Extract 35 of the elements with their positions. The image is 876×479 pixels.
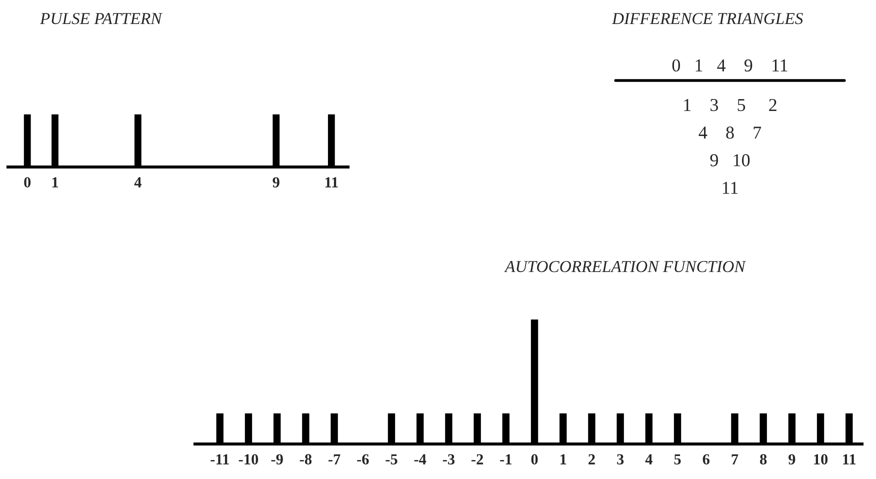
text: 4 8 7 bbox=[698, 126, 762, 139]
x-tick-label: 11 bbox=[843, 454, 856, 464]
x-tick-label: 7 bbox=[732, 454, 738, 464]
x-tick-label: -11 bbox=[210, 454, 229, 464]
text: 9 10 bbox=[710, 154, 750, 166]
x-tick-label: 4 bbox=[134, 177, 142, 188]
text: 0 1 4 9 11 bbox=[672, 59, 788, 72]
x-tick-label: 2 bbox=[588, 454, 595, 464]
x-tick-label: -9 bbox=[271, 454, 283, 464]
x-tick-label: 1 bbox=[560, 454, 566, 464]
x-tick-label: -4 bbox=[414, 454, 426, 464]
x-tick-label: 4 bbox=[645, 454, 652, 464]
x-tick-label: -8 bbox=[300, 454, 312, 464]
x-tick-label: 11 bbox=[325, 177, 338, 188]
text: 1 3 5 2 bbox=[684, 98, 776, 112]
x-tick-label: 1 bbox=[52, 177, 58, 188]
x-tick-label: 10 bbox=[814, 454, 828, 464]
x-tick-label: -3 bbox=[442, 454, 455, 464]
x-tick-label: -2 bbox=[472, 454, 484, 464]
x-tick-label: 5 bbox=[674, 454, 681, 464]
chart-title: AUTOCORRELATION FUNCTION bbox=[504, 260, 746, 272]
text: DIFFERENCE TRIANGLES bbox=[612, 12, 803, 24]
x-tick-label: 0 bbox=[531, 454, 538, 464]
x-tick-label: 8 bbox=[760, 454, 767, 464]
x-tick-label: -7 bbox=[328, 454, 340, 464]
x-tick-label: -10 bbox=[238, 454, 258, 464]
x-tick-label: -1 bbox=[500, 454, 512, 464]
x-tick-label: 6 bbox=[702, 454, 710, 464]
x-tick-label: -5 bbox=[386, 454, 398, 464]
x-tick-label: 9 bbox=[272, 177, 280, 188]
x-tick-label: 3 bbox=[617, 454, 624, 464]
x-tick-label: 9 bbox=[788, 454, 796, 464]
x-tick-label: -6 bbox=[357, 454, 369, 464]
chart-title: PULSE PATTERN bbox=[40, 12, 163, 24]
x-tick-label: 0 bbox=[24, 177, 31, 188]
